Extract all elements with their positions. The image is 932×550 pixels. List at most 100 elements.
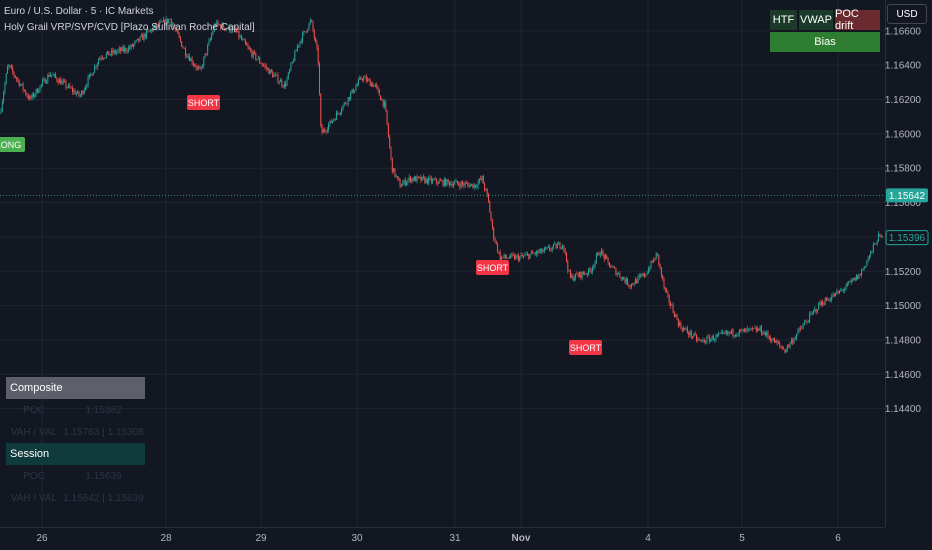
candle-body bbox=[283, 83, 285, 87]
price-axis[interactable]: 1.16600 1.16400 1.16200 1.16000 1.15800 1.156… bbox=[885, 26, 929, 415]
candle-body bbox=[560, 247, 562, 249]
candle-body bbox=[269, 69, 271, 74]
candle-body bbox=[364, 76, 366, 78]
candle-body bbox=[335, 112, 337, 120]
candle-body bbox=[237, 30, 239, 33]
candle-body bbox=[831, 296, 833, 301]
candle-body bbox=[280, 80, 281, 82]
time-axis[interactable]: 26 28 29 30 31 Nov 4 5 6 bbox=[36, 533, 841, 544]
candle-body bbox=[242, 39, 244, 41]
candle-body bbox=[836, 291, 838, 293]
candle-body bbox=[615, 268, 617, 275]
candle-body bbox=[537, 250, 539, 253]
candle-body bbox=[569, 270, 571, 278]
candle-body bbox=[649, 268, 651, 270]
current-price-label: 1.15642 bbox=[889, 191, 926, 202]
candle-body bbox=[619, 273, 621, 278]
candle-body bbox=[104, 57, 106, 59]
candle-body bbox=[303, 31, 305, 34]
candle-body bbox=[840, 290, 842, 292]
candle-body bbox=[126, 51, 128, 52]
candle-body bbox=[768, 336, 770, 339]
candle-body bbox=[797, 329, 799, 335]
indicator-title[interactable]: Holy Grail VRP/SVP/CVD [Plazo Sullivan R… bbox=[4, 22, 255, 33]
candle-body bbox=[853, 277, 855, 280]
candle-body bbox=[355, 86, 357, 91]
candle-body bbox=[313, 30, 315, 39]
candle-body bbox=[329, 120, 331, 125]
candle-body bbox=[324, 129, 326, 132]
candle-body bbox=[605, 255, 606, 260]
candle-body bbox=[182, 46, 184, 49]
candle-body bbox=[341, 109, 343, 113]
candle-body bbox=[667, 292, 669, 296]
candle-body bbox=[144, 33, 146, 38]
candle-body bbox=[270, 69, 272, 73]
candle-body bbox=[368, 79, 370, 81]
candle-body bbox=[794, 338, 796, 340]
candle-body bbox=[129, 47, 131, 49]
candle-body bbox=[586, 273, 588, 275]
candle-body bbox=[216, 21, 218, 26]
candle-body bbox=[845, 286, 847, 289]
candle-body bbox=[839, 290, 840, 294]
candle-body bbox=[844, 288, 846, 291]
candle-body bbox=[508, 257, 510, 259]
candle-body bbox=[684, 328, 686, 330]
candle-body bbox=[556, 244, 558, 249]
candle-body bbox=[616, 273, 618, 275]
signal-badge-short bbox=[569, 340, 602, 355]
candle-body bbox=[377, 86, 379, 90]
currency-button[interactable]: USD bbox=[887, 4, 927, 24]
price-tick-label: 1.16000 bbox=[885, 129, 922, 140]
candle-body bbox=[719, 333, 721, 335]
candle-body bbox=[82, 91, 84, 94]
candle-body bbox=[108, 50, 110, 56]
candle-body bbox=[511, 254, 513, 255]
candle-body bbox=[662, 275, 664, 279]
candle-body bbox=[138, 38, 140, 42]
candle-body bbox=[38, 91, 40, 93]
candle-body bbox=[807, 321, 809, 323]
candle-body bbox=[325, 131, 327, 132]
candle-body bbox=[654, 258, 656, 260]
candle-body bbox=[723, 332, 725, 333]
candle-body bbox=[274, 74, 276, 76]
candle-body bbox=[430, 177, 432, 183]
candle-body bbox=[212, 31, 214, 35]
candle-body bbox=[393, 168, 395, 173]
candle-body bbox=[655, 253, 657, 260]
candle-body bbox=[607, 257, 609, 263]
candle-body bbox=[209, 38, 211, 41]
candle-body bbox=[781, 347, 783, 349]
candle-body bbox=[411, 178, 413, 182]
candle-body bbox=[26, 94, 28, 96]
candle-body bbox=[796, 334, 798, 339]
candle-body bbox=[183, 48, 185, 49]
candle-body bbox=[593, 266, 595, 268]
candle-body bbox=[449, 181, 450, 186]
candle-body bbox=[221, 23, 223, 29]
candle-body bbox=[576, 273, 578, 275]
volume-profile-stats-table: Composite POC 1.15382 VAH / VAL 1.15763 … bbox=[6, 377, 145, 509]
candle-body bbox=[408, 176, 410, 180]
candle-body bbox=[549, 246, 551, 250]
signal-badge-long bbox=[0, 137, 25, 152]
candle-body bbox=[594, 261, 596, 267]
symbol-title[interactable]: Euro / U.S. Dollar · 5 · IC Markets bbox=[4, 6, 154, 17]
candle-body bbox=[867, 258, 869, 262]
candle-body bbox=[519, 256, 521, 261]
candle-body bbox=[287, 72, 289, 79]
candle-body bbox=[536, 250, 538, 255]
candle-body bbox=[140, 35, 142, 37]
candle-body bbox=[91, 74, 93, 76]
candle-body bbox=[871, 251, 873, 252]
candle-body bbox=[694, 333, 696, 336]
candle-body bbox=[859, 273, 861, 276]
candle-body bbox=[822, 301, 824, 305]
candle-body bbox=[56, 77, 58, 81]
candle-body bbox=[673, 312, 675, 317]
candle-body bbox=[40, 84, 42, 86]
candle-body bbox=[34, 94, 36, 97]
